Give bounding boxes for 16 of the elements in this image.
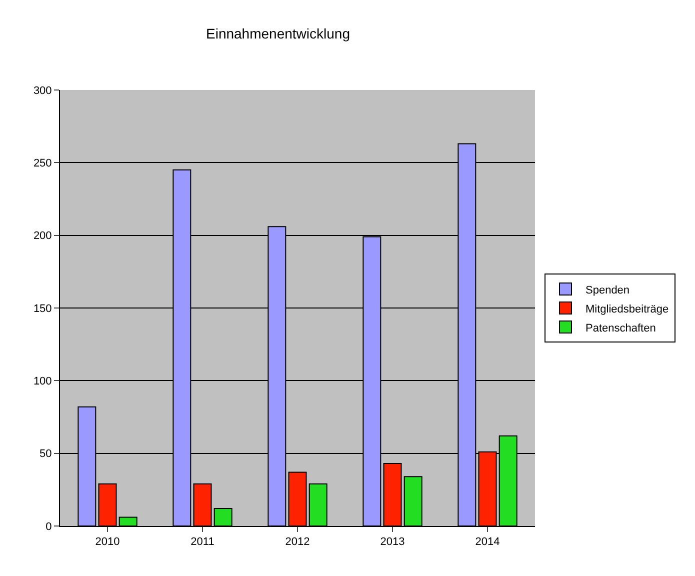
chart-title: Einnahmenentwicklung	[206, 26, 350, 42]
x-tick-label: 2012	[285, 536, 310, 548]
x-tick-label: 2013	[380, 536, 405, 548]
y-tick-label: 250	[33, 158, 52, 170]
y-tick-label: 100	[33, 376, 52, 388]
x-tick-label: 2010	[95, 536, 120, 548]
y-tick-label: 300	[33, 84, 52, 97]
x-tick-label: 2014	[475, 536, 500, 548]
y-tick-label: 50	[40, 448, 52, 460]
y-tick-label: 200	[33, 230, 52, 242]
legend-label: Spenden	[586, 284, 630, 296]
legend-label: Mitgliedsbeiträge	[586, 303, 669, 316]
y-tick-label: 150	[33, 302, 52, 315]
y-tick-label: 0	[46, 520, 52, 533]
legend-label: Patenschaften	[586, 322, 656, 334]
x-tick-label: 2011	[190, 536, 214, 548]
